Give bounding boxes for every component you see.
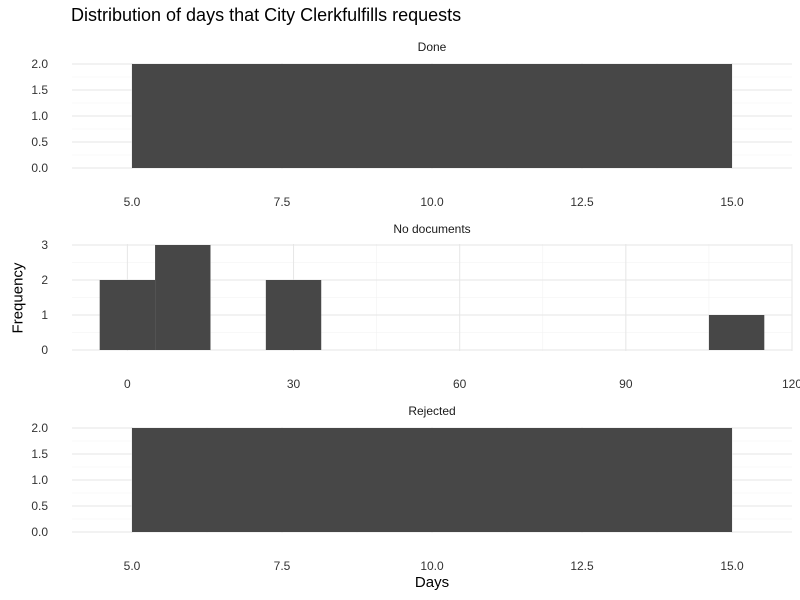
y-tick-label: 1.0 (31, 473, 48, 487)
x-tick-label: 12.5 (570, 195, 594, 209)
x-tick-label: 5.0 (124, 559, 141, 573)
x-tick-label: 5.0 (124, 195, 141, 209)
y-tick-label: 1.5 (31, 83, 48, 97)
x-tick-label: 120 (782, 377, 800, 391)
x-tick-label: 90 (619, 377, 633, 391)
y-tick-label: 0.5 (31, 135, 48, 149)
y-tick-label: 3 (41, 238, 48, 252)
y-tick-label: 1 (41, 308, 48, 322)
histogram-bar (99, 280, 156, 350)
y-tick-label: 0.0 (31, 525, 48, 539)
facet-strip-label: Done (418, 40, 447, 54)
histogram-bar (132, 64, 732, 168)
facet-strip-label: No documents (393, 222, 470, 236)
facet-panel-0: Done 0.0 0.5 1.0 1.5 2.0 5.0 7.5 10.0 12.5 15.0 (31, 40, 792, 209)
histogram-bar (132, 428, 732, 532)
x-tick-label: 10.0 (420, 195, 444, 209)
x-tick-label: 10.0 (420, 559, 444, 573)
y-tick-label: 0 (41, 343, 48, 357)
y-tick-label: 2.0 (31, 57, 48, 71)
histogram-bar (265, 280, 322, 350)
y-tick-label: 2 (41, 273, 48, 287)
chart-title: Distribution of days that City Clerkfulf… (71, 5, 462, 25)
x-tick-label: 12.5 (570, 559, 594, 573)
x-tick-label: 7.5 (274, 195, 291, 209)
facet-strip-label: Rejected (408, 404, 455, 418)
histogram-bar (708, 315, 765, 350)
x-tick-label: 60 (453, 377, 467, 391)
y-tick-label: 1.5 (31, 447, 48, 461)
x-tick-label: 15.0 (720, 195, 744, 209)
x-tick-label: 15.0 (720, 559, 744, 573)
x-tick-label: 7.5 (274, 559, 291, 573)
facet-panel-2: Rejected 0.0 0.5 1.0 1.5 2.0 5.0 7.5 10.0 12.5 15.… (31, 404, 792, 573)
histogram-bar (155, 245, 211, 350)
y-tick-label: 0.5 (31, 499, 48, 513)
x-tick-label: 30 (287, 377, 301, 391)
x-axis-title: Days (414, 574, 450, 591)
y-tick-label: 2.0 (31, 421, 48, 435)
y-tick-label: 0.0 (31, 161, 48, 175)
y-tick-label: 1.0 (31, 109, 48, 123)
x-tick-label: 0 (124, 377, 131, 391)
